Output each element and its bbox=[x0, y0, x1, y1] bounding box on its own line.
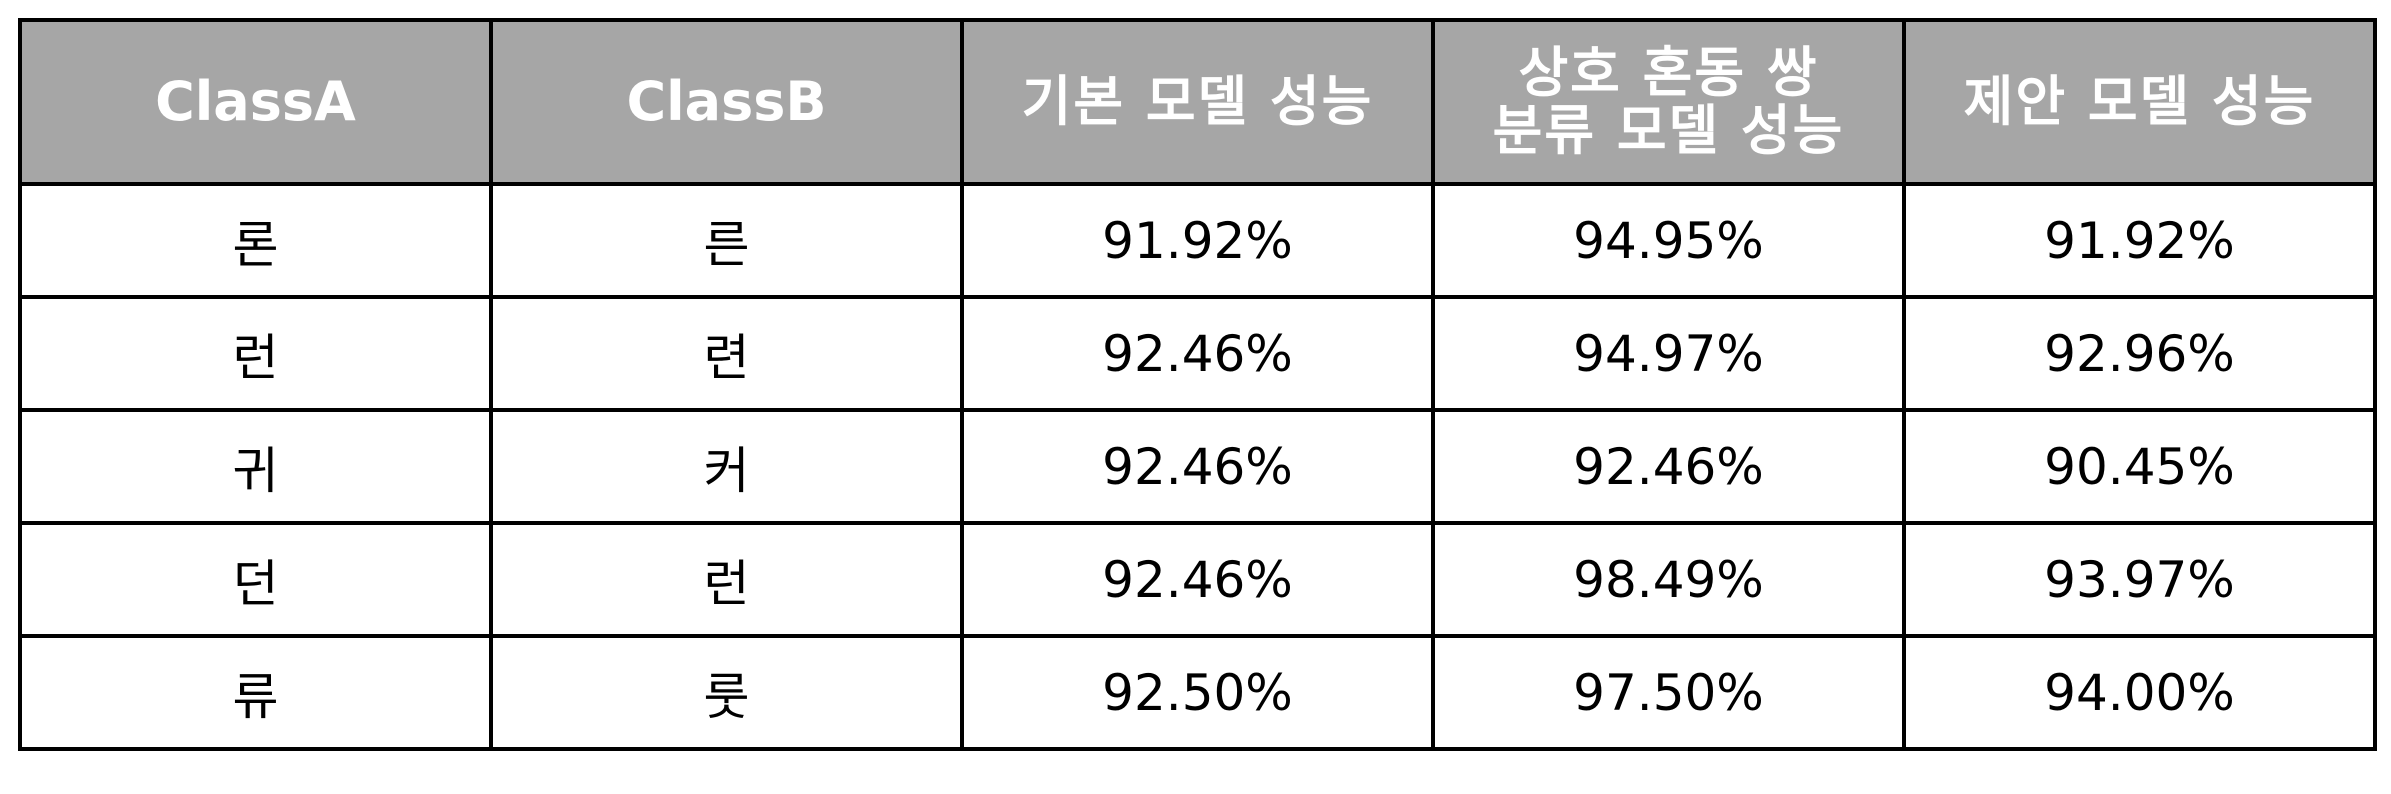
cell-class-b: 련 bbox=[489, 295, 964, 412]
header-proposed-performance-label: 제안 모델 성능 bbox=[1963, 70, 2316, 133]
header-confusion-pair-line-2: 분류 모델 성능 bbox=[1492, 99, 1845, 162]
cell-confusion-pair: 94.95% bbox=[1431, 182, 1906, 299]
table-row: 던 런 92.46% 98.49% 93.97% bbox=[18, 521, 2377, 638]
cell-proposed: 93.97% bbox=[1902, 521, 2377, 638]
cell-confusion-pair: 97.50% bbox=[1431, 634, 1906, 751]
header-class-b-label: ClassB bbox=[626, 70, 827, 133]
cell-baseline: 92.50% bbox=[960, 634, 1435, 751]
header-baseline-performance-label: 기본 모델 성능 bbox=[1021, 70, 1374, 133]
cell-proposed: 90.45% bbox=[1902, 408, 2377, 525]
header-proposed-performance: 제안 모델 성능 bbox=[1902, 18, 2377, 186]
table-body: 론 른 91.92% 94.95% 91.92% 런 련 92.46% 94.9… bbox=[18, 182, 2377, 751]
cell-confusion-pair: 94.97% bbox=[1431, 295, 1906, 412]
cell-class-a: 류 bbox=[18, 634, 493, 751]
cell-class-a: 던 bbox=[18, 521, 493, 638]
header-confusion-pair-line-1: 상호 혼동 쌍 bbox=[1518, 41, 1819, 104]
table-row: 귀 커 92.46% 92.46% 90.45% bbox=[18, 408, 2377, 525]
cell-baseline: 91.92% bbox=[960, 182, 1435, 299]
cell-confusion-pair: 92.46% bbox=[1431, 408, 1906, 525]
cell-class-a: 귀 bbox=[18, 408, 493, 525]
cell-class-a: 론 bbox=[18, 182, 493, 299]
table-row: 론 른 91.92% 94.95% 91.92% bbox=[18, 182, 2377, 299]
header-class-a: ClassA bbox=[18, 18, 493, 186]
table-header: ClassA ClassB 기본 모델 성능 상호 혼동 쌍 분류 모델 성능 … bbox=[18, 18, 2377, 186]
cell-class-a: 런 bbox=[18, 295, 493, 412]
cell-class-b: 커 bbox=[489, 408, 964, 525]
header-confusion-pair-performance: 상호 혼동 쌍 분류 모델 성능 bbox=[1431, 18, 1906, 186]
cell-baseline: 92.46% bbox=[960, 408, 1435, 525]
performance-table: ClassA ClassB 기본 모델 성능 상호 혼동 쌍 분류 모델 성능 … bbox=[18, 18, 2377, 751]
cell-proposed: 92.96% bbox=[1902, 295, 2377, 412]
header-baseline-performance: 기본 모델 성능 bbox=[960, 18, 1435, 186]
cell-proposed: 94.00% bbox=[1902, 634, 2377, 751]
table-row: 류 룻 92.50% 97.50% 94.00% bbox=[18, 634, 2377, 751]
cell-baseline: 92.46% bbox=[960, 295, 1435, 412]
header-row: ClassA ClassB 기본 모델 성능 상호 혼동 쌍 분류 모델 성능 … bbox=[18, 18, 2377, 186]
cell-confusion-pair: 98.49% bbox=[1431, 521, 1906, 638]
cell-class-b: 런 bbox=[489, 521, 964, 638]
cell-baseline: 92.46% bbox=[960, 521, 1435, 638]
table-row: 런 련 92.46% 94.97% 92.96% bbox=[18, 295, 2377, 412]
cell-class-b: 룻 bbox=[489, 634, 964, 751]
cell-class-b: 른 bbox=[489, 182, 964, 299]
cell-proposed: 91.92% bbox=[1902, 182, 2377, 299]
header-class-a-label: ClassA bbox=[155, 70, 356, 133]
header-class-b: ClassB bbox=[489, 18, 964, 186]
